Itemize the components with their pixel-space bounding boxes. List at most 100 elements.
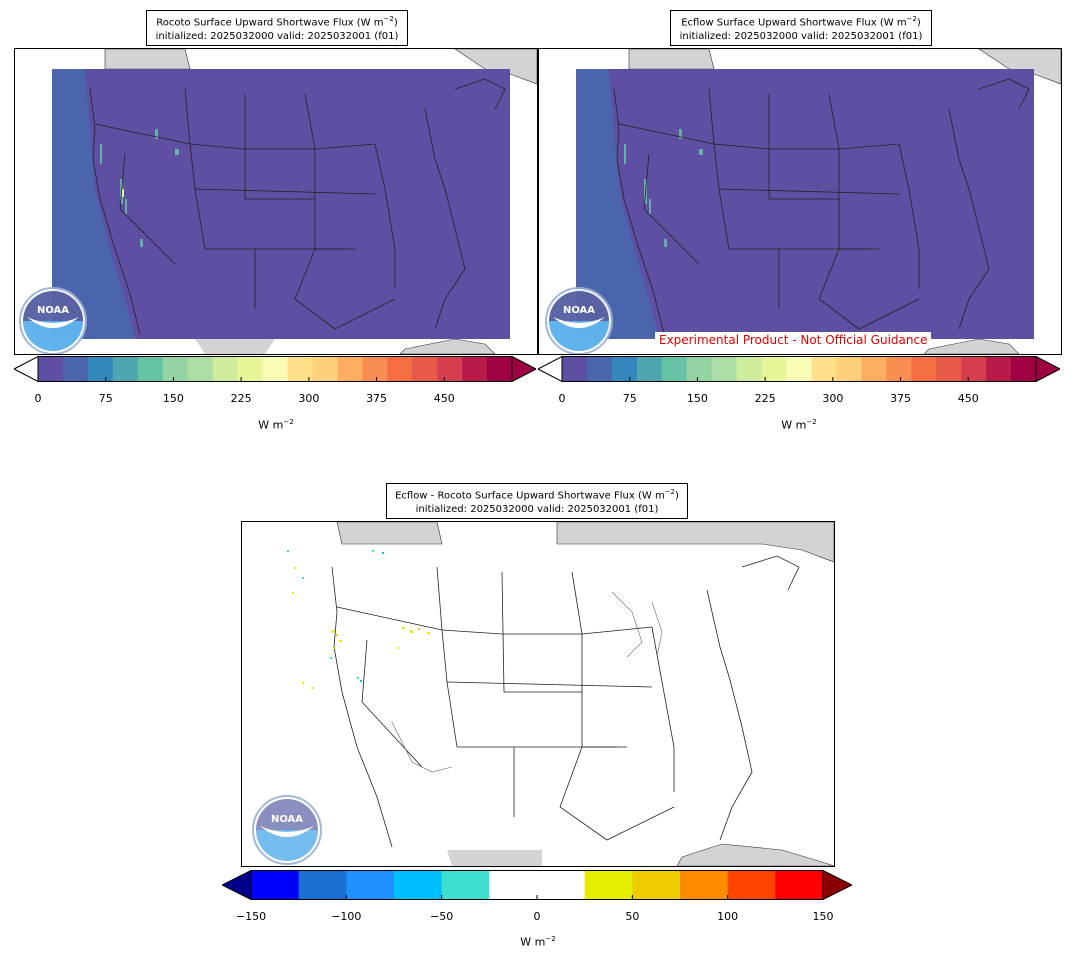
ecflow-colorbar-segment <box>586 356 613 382</box>
rocoto-colorbar-unit: W m−2 <box>258 418 293 432</box>
ecflow-map: NOAA <box>538 48 1062 355</box>
rocoto-colorbar-under-arrow <box>12 355 39 383</box>
ecflow-colorbar-segment <box>836 356 862 382</box>
rocoto-map: NOAA <box>14 48 538 355</box>
ecflow-colorbar-segment <box>736 356 763 382</box>
rocoto-colorbar-segment <box>162 356 189 382</box>
rocoto-colorbar-segment <box>237 356 264 382</box>
rocoto-colorbar-canvas <box>12 355 538 383</box>
rocoto-colorbar-segment <box>437 356 463 382</box>
rocoto-colorbar <box>12 355 538 383</box>
ecflow-colorbar-tick-label: 375 <box>890 392 912 405</box>
diff-colorbar-segment <box>346 870 395 900</box>
diff-colorbar-tick-label: 150 <box>812 910 834 923</box>
diff-colorbar-tick-label: −50 <box>430 910 454 923</box>
diff-colorbar-tick-label: −150 <box>235 910 267 923</box>
ecflow-title-close: ) <box>916 17 921 29</box>
diff-colorbar-segment <box>298 870 347 900</box>
rocoto-colorbar-tick-label: 225 <box>230 392 252 405</box>
rocoto-colorbar-segment <box>262 356 288 382</box>
ecflow-colorbar-tick-label: 450 <box>957 392 979 405</box>
rocoto-colorbar-segment <box>38 356 64 382</box>
noaa-logo-ecflow: NOAA <box>545 287 613 354</box>
ecflow-colorbar-canvas <box>536 355 1062 383</box>
diff-colorbar-canvas <box>220 869 854 901</box>
ecflow-colorbar-tick-label: 225 <box>754 392 776 405</box>
ecflow-colorbar-segment <box>611 356 638 382</box>
diff-speckles <box>287 550 430 689</box>
ecflow-colorbar-segment <box>911 356 937 382</box>
diff-colorbar-under-arrow <box>220 869 252 901</box>
ecflow-colorbar-segment <box>961 356 987 382</box>
ecflow-colorbar-over-arrow <box>1035 355 1062 383</box>
rocoto-colorbar-tick-label: 450 <box>433 392 455 405</box>
diff-map-canvas: NOAA <box>242 522 834 866</box>
rocoto-unit-text: W m <box>258 418 284 432</box>
rocoto-colorbar-segment <box>462 356 488 382</box>
rocoto-colorbar-tick-label: 300 <box>298 392 320 405</box>
diff-colorbar-tick-label: 50 <box>625 910 640 923</box>
ecflow-unit-exp: −2 <box>806 418 817 426</box>
diff-colorbar-segment <box>680 870 729 900</box>
diff-title-line1: Ecflow - Rocoto Surface Upward Shortwave… <box>395 490 665 502</box>
rocoto-colorbar-over-arrow <box>511 355 538 383</box>
ecflow-map-canvas: NOAA <box>539 49 1061 354</box>
ecflow-colorbar-segment <box>786 356 812 382</box>
ecflow-colorbar-segment <box>861 356 887 382</box>
rocoto-title-close: ) <box>393 17 398 29</box>
diff-colorbar-unit: W m−2 <box>520 935 555 949</box>
rocoto-colorbar-segment <box>87 356 114 382</box>
diff-colorbar-segment <box>537 870 586 900</box>
rocoto-colorbar-segment <box>212 356 239 382</box>
rocoto-title-exponent: −2 <box>383 15 394 23</box>
ecflow-colorbar-segment <box>936 356 962 382</box>
ecflow-colorbar-tick-label: 0 <box>558 392 566 405</box>
rocoto-colorbar-tick-label: 75 <box>98 392 113 405</box>
rocoto-colorbar-segment <box>337 356 363 382</box>
diff-colorbar-over-arrow <box>822 869 854 901</box>
ecflow-colorbar-segment <box>761 356 788 382</box>
rocoto-colorbar-tick-label: 375 <box>366 392 388 405</box>
diff-colorbar-segment <box>489 870 538 900</box>
ecflow-colorbar-segment <box>711 356 738 382</box>
rocoto-colorbar-segment <box>112 356 139 382</box>
ecflow-colorbar-tick-label: 150 <box>686 392 708 405</box>
noaa-logo-text: NOAA <box>271 814 303 825</box>
diff-colorbar-segment <box>441 870 490 900</box>
ecflow-colorbar-segment <box>661 356 688 382</box>
diff-title-close: ) <box>675 490 679 502</box>
ecflow-colorbar-segment <box>686 356 713 382</box>
noaa-logo-text: NOAA <box>37 305 69 316</box>
noaa-logo-rocoto: NOAA <box>19 287 87 354</box>
rocoto-colorbar-segment <box>487 356 513 382</box>
ecflow-colorbar-under-arrow <box>536 355 563 383</box>
ecflow-colorbar-tick-label: 300 <box>822 392 844 405</box>
diff-unit-exp: −2 <box>545 935 556 943</box>
diff-title-exponent: −2 <box>664 488 676 496</box>
rocoto-panel-title: Rocoto Surface Upward Shortwave Flux (W … <box>146 10 408 47</box>
diff-colorbar-segment <box>727 870 776 900</box>
rocoto-colorbar-segment <box>387 356 413 382</box>
diff-colorbar-tick-label: −100 <box>331 910 362 923</box>
rocoto-colorbar-tick-label: 150 <box>162 392 184 405</box>
diff-colorbar-segment <box>775 870 824 900</box>
rocoto-colorbar-tick-label: 0 <box>34 392 42 405</box>
ecflow-colorbar-unit: W m−2 <box>781 418 816 432</box>
ecflow-colorbar-segment <box>562 356 588 382</box>
rocoto-colorbar-segment <box>412 356 438 382</box>
ecflow-panel-title: Ecflow Surface Upward Shortwave Flux (W … <box>670 10 932 47</box>
diff-colorbar-segment <box>251 870 300 900</box>
ecflow-colorbar-segment <box>886 356 912 382</box>
rocoto-colorbar-segment <box>312 356 338 382</box>
rocoto-colorbar-segment <box>187 356 214 382</box>
rocoto-unit-exp: −2 <box>283 418 294 426</box>
ecflow-colorbar-tick-label: 75 <box>622 392 637 405</box>
ecflow-unit-text: W m <box>781 418 807 432</box>
rocoto-colorbar-segment <box>362 356 388 382</box>
diff-colorbar-segment <box>632 870 681 900</box>
ecflow-colorbar-segment <box>1011 356 1037 382</box>
ecflow-colorbar-segment <box>986 356 1012 382</box>
ecflow-title-exponent: −2 <box>906 15 917 23</box>
experimental-note: Experimental Product - Not Official Guid… <box>655 332 932 348</box>
ecflow-title-line2: initialized: 2025032000 valid: 202503200… <box>679 31 923 43</box>
